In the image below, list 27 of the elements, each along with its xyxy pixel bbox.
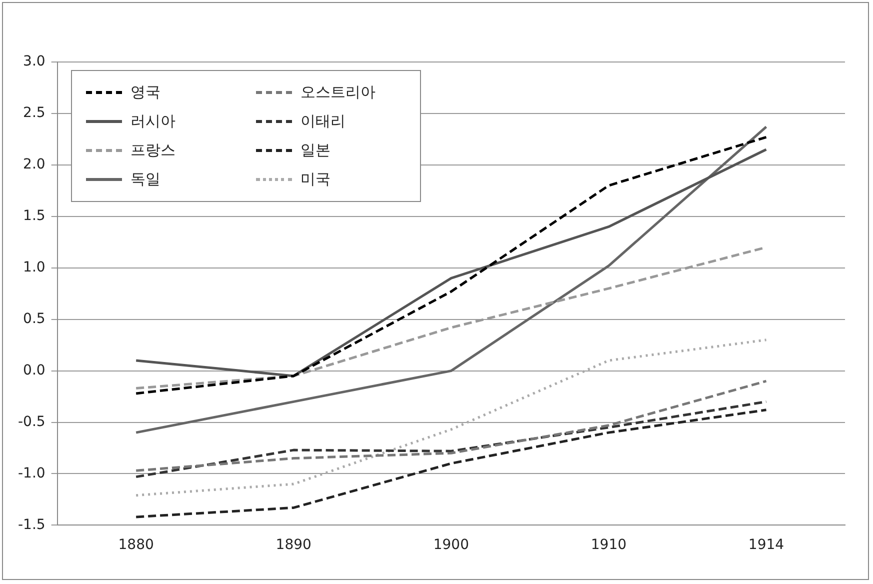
y-tick-label: 1.0 xyxy=(23,260,46,276)
legend-label: 오스트리아 xyxy=(300,83,376,102)
legend-label: 러시아 xyxy=(130,112,176,131)
y-tick-label: 3.0 xyxy=(23,54,46,70)
x-tick-label: 1880 xyxy=(118,537,154,554)
line-series xyxy=(134,400,768,478)
x-tick-label: 1900 xyxy=(433,537,469,554)
line-series xyxy=(134,408,768,518)
y-tick-label: 2.5 xyxy=(23,105,46,122)
x-tick-label: 1890 xyxy=(276,537,312,554)
x-tick-label: 1910 xyxy=(590,537,627,554)
y-tick-label: -1.0 xyxy=(18,465,46,482)
x-tick-label: 1914 xyxy=(748,537,784,554)
y-tick-label: 0.5 xyxy=(23,310,46,327)
line-series xyxy=(134,380,768,472)
y-tick-label: 0.0 xyxy=(23,362,46,378)
legend-label: 이태리 xyxy=(300,112,346,131)
legend-label: 미국 xyxy=(300,170,330,189)
y-tick-label: 1.5 xyxy=(23,208,46,224)
y-tick-label: 2.0 xyxy=(23,156,46,173)
legend-label: 일본 xyxy=(300,141,330,160)
legend-label: 영국 xyxy=(130,83,160,102)
y-tick-label: -0.5 xyxy=(18,414,46,430)
y-tick-label: -1.5 xyxy=(18,516,46,533)
line-series xyxy=(134,338,768,497)
legend-label: 독일 xyxy=(130,170,160,189)
legend-label: 프랑스 xyxy=(130,141,176,160)
